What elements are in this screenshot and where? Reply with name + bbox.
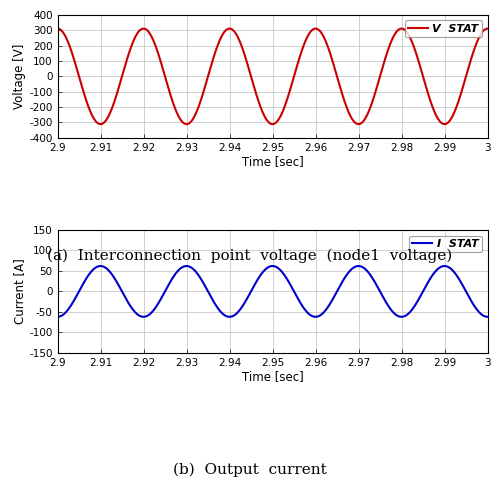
I  STAT	[56, 314, 62, 320]
I  STAT	[356, 263, 362, 269]
I  STAT	[462, 286, 468, 292]
V  STAT	[139, 26, 145, 32]
V  STAT	[56, 26, 62, 32]
I  STAT	[484, 314, 490, 320]
V  STAT	[265, 118, 271, 124]
Text: (b)  Output  current: (b) Output current	[173, 463, 327, 477]
Line: I  STAT: I STAT	[58, 266, 488, 317]
I  STAT	[80, 281, 86, 287]
I  STAT	[139, 314, 145, 320]
V  STAT	[484, 26, 490, 32]
Y-axis label: Current [A]: Current [A]	[14, 258, 26, 325]
Legend: I  STAT: I STAT	[409, 236, 482, 252]
I  STAT	[54, 314, 60, 320]
I  STAT	[264, 264, 270, 270]
V  STAT	[140, 26, 146, 32]
V  STAT	[184, 121, 190, 127]
Text: (a)  Interconnection  point  voltage  (node1  voltage): (a) Interconnection point voltage (node1…	[48, 249, 452, 263]
I  STAT	[72, 295, 78, 301]
X-axis label: Time [sec]: Time [sec]	[242, 370, 304, 384]
V  STAT	[72, 61, 78, 67]
V  STAT	[54, 26, 60, 32]
Line: V  STAT: V STAT	[58, 29, 488, 124]
V  STAT	[80, 88, 86, 94]
Y-axis label: Voltage [V]: Voltage [V]	[14, 44, 26, 109]
V  STAT	[462, 78, 468, 83]
X-axis label: Time [sec]: Time [sec]	[242, 156, 304, 168]
I  STAT	[398, 314, 404, 320]
Legend: V  STAT: V STAT	[404, 20, 482, 37]
